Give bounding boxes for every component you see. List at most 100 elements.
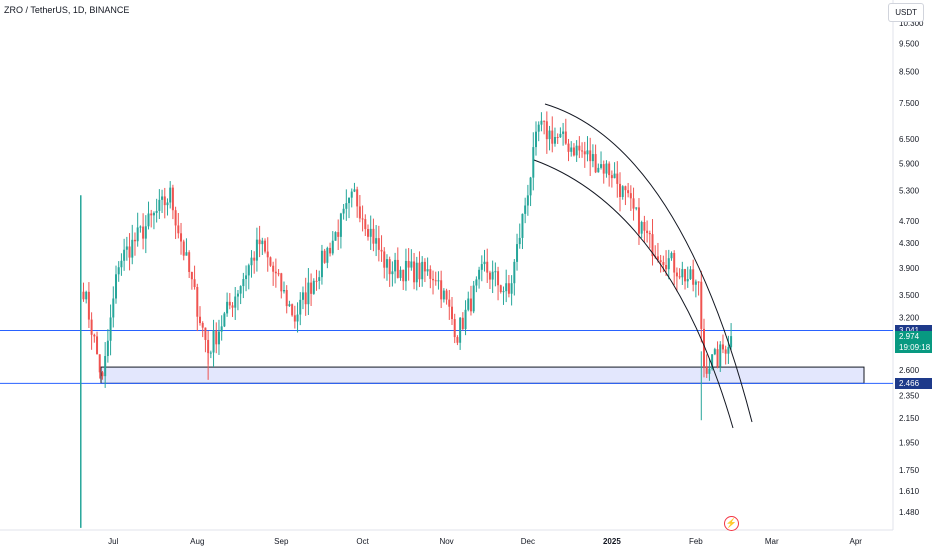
candle-body <box>226 301 229 314</box>
candle-body <box>516 244 519 262</box>
candle-body <box>109 317 112 341</box>
candle-body <box>507 283 510 294</box>
candle-body <box>131 239 134 258</box>
candle-body <box>562 131 565 134</box>
candle-body <box>464 309 467 330</box>
candle-body <box>85 291 88 300</box>
candle-body <box>190 271 193 280</box>
candle-body <box>166 202 169 206</box>
candle-body <box>575 145 578 156</box>
support-zone[interactable] <box>100 366 865 384</box>
upper-arc[interactable] <box>544 103 753 423</box>
candle-body <box>529 177 532 196</box>
candle-body <box>567 143 570 152</box>
candle-body <box>578 145 581 151</box>
candle-body <box>82 291 85 300</box>
candle-body <box>106 340 109 357</box>
candle-body <box>437 280 440 282</box>
candle-body <box>548 130 551 140</box>
candle-body <box>245 275 248 280</box>
candle-body <box>301 292 304 300</box>
candle-body <box>719 344 722 367</box>
candle-body <box>274 271 277 274</box>
y-tick-label: 1.480 <box>899 508 920 517</box>
candle-body <box>480 264 483 270</box>
candle-body <box>193 279 196 288</box>
candle-body <box>505 283 508 292</box>
candle-body <box>627 190 630 194</box>
candle-body <box>215 330 218 345</box>
y-tick-label: 9.500 <box>899 39 920 48</box>
upper-level-price-tag: 3.041 <box>895 324 932 336</box>
candle-body <box>101 372 104 377</box>
candle-body <box>228 301 231 306</box>
y-tick-label: 6.500 <box>899 135 920 144</box>
candle-body <box>199 316 201 324</box>
candle-body <box>461 317 464 330</box>
candle-body <box>602 164 605 174</box>
candle-body <box>182 241 185 256</box>
lower-level-price-tag: 2.466 <box>895 377 932 389</box>
candle-body <box>608 163 611 176</box>
candle-body <box>326 247 329 263</box>
candle-body <box>616 173 619 184</box>
candle-body <box>532 147 535 178</box>
candle-body <box>334 232 337 241</box>
x-tick-label: Jul <box>108 537 118 546</box>
candle-body <box>247 265 250 276</box>
candle-body <box>535 131 537 148</box>
candle-body <box>250 257 253 266</box>
candle-body <box>239 286 242 294</box>
candle-body <box>586 150 589 155</box>
candle-body <box>358 206 361 219</box>
lower-arc[interactable] <box>533 159 734 429</box>
candle-body <box>236 293 239 297</box>
candle-body <box>727 347 730 354</box>
candle-body <box>163 196 166 206</box>
candle-body <box>280 273 283 292</box>
candle-body <box>705 367 708 374</box>
candle-body <box>724 349 727 354</box>
candle-body <box>152 212 155 216</box>
candle-body <box>497 271 500 286</box>
candle-body <box>120 260 123 268</box>
candle-body <box>640 222 643 234</box>
candle-body <box>391 271 394 275</box>
candle-body <box>421 261 424 280</box>
candle-body <box>648 233 651 235</box>
candle-body <box>188 252 191 272</box>
candle-body <box>553 137 556 144</box>
candle-body <box>304 292 307 305</box>
candle-body <box>161 196 164 200</box>
currency-button[interactable]: USDT <box>888 3 924 22</box>
candle-body <box>510 283 513 294</box>
candle-body <box>394 259 397 272</box>
candle-body <box>385 259 388 268</box>
candle-body <box>716 349 719 367</box>
candle-body <box>147 213 150 227</box>
candle-body <box>361 218 364 220</box>
candle-body <box>380 249 383 252</box>
candle-body <box>299 299 302 315</box>
candle-body <box>98 354 101 373</box>
candle-body <box>459 317 462 343</box>
candle-body <box>513 261 516 284</box>
candle-body <box>670 252 673 259</box>
candle-body <box>659 260 662 263</box>
y-tick-label: 1.950 <box>899 438 920 447</box>
candle-body <box>700 281 703 329</box>
candle-body <box>155 210 158 213</box>
lightning-icon[interactable]: ⚡ <box>724 516 739 531</box>
candle-body <box>261 240 264 245</box>
candle-body <box>469 298 472 312</box>
candle-body <box>253 257 256 261</box>
candle-body <box>383 251 386 268</box>
candle-body <box>432 278 435 281</box>
candle-body <box>404 260 407 282</box>
candle-body <box>377 238 380 250</box>
candle-body <box>372 228 375 244</box>
candle-body <box>407 260 410 268</box>
candle-body <box>483 261 486 265</box>
y-tick-label: 3.500 <box>899 291 920 300</box>
